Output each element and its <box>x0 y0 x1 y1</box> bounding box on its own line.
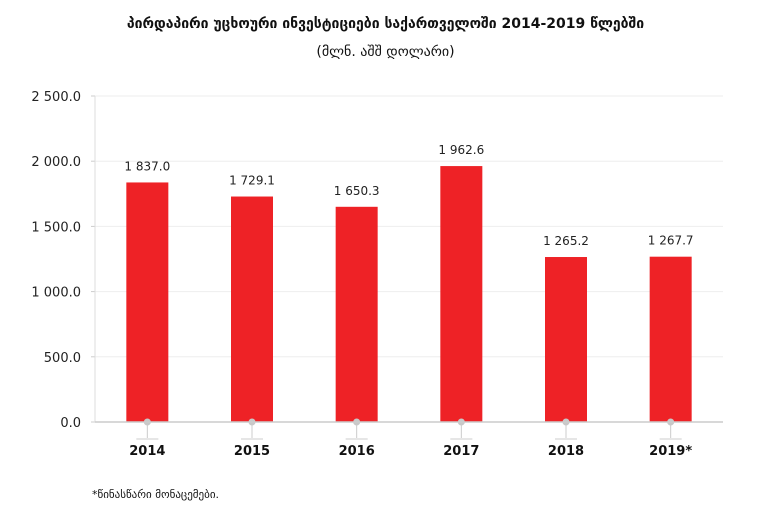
chart-subtitle: (მლნ. აშშ დოლარი) <box>316 44 455 60</box>
data-label: 1 962.6 <box>438 143 484 157</box>
bar <box>335 206 378 422</box>
footnote: *წინასწარი მონაცემები. <box>92 488 220 501</box>
data-label: 1 729.1 <box>229 174 275 188</box>
chart-title: პირდაპირი უცხოური ინვესტიციები საქართველ… <box>126 16 645 32</box>
bar <box>231 196 273 422</box>
bar <box>545 257 587 422</box>
x-tick-label: 2016 <box>339 444 375 459</box>
x-tick-label: 2019* <box>649 444 692 459</box>
data-label: 1 267.7 <box>648 234 694 248</box>
y-tick-label: 1 000.0 <box>31 286 81 301</box>
x-tick-label: 2015 <box>234 444 270 459</box>
x-tick-label: 2018 <box>548 444 584 459</box>
y-tick-label: 500.0 <box>44 351 81 366</box>
x-tick-label: 2017 <box>443 444 479 459</box>
y-tick-label: 2 000.0 <box>31 155 81 170</box>
bar <box>649 256 692 422</box>
data-label: 1 650.3 <box>334 184 380 198</box>
data-label: 1 837.0 <box>124 159 170 173</box>
y-tick-label: 2 500.0 <box>31 90 81 105</box>
data-label: 1 265.2 <box>543 234 589 248</box>
x-tick-label: 2014 <box>129 444 165 459</box>
y-tick-label: 0.0 <box>60 416 81 431</box>
bar <box>440 166 483 422</box>
bar <box>126 182 169 422</box>
y-tick-label: 1 500.0 <box>31 220 81 235</box>
